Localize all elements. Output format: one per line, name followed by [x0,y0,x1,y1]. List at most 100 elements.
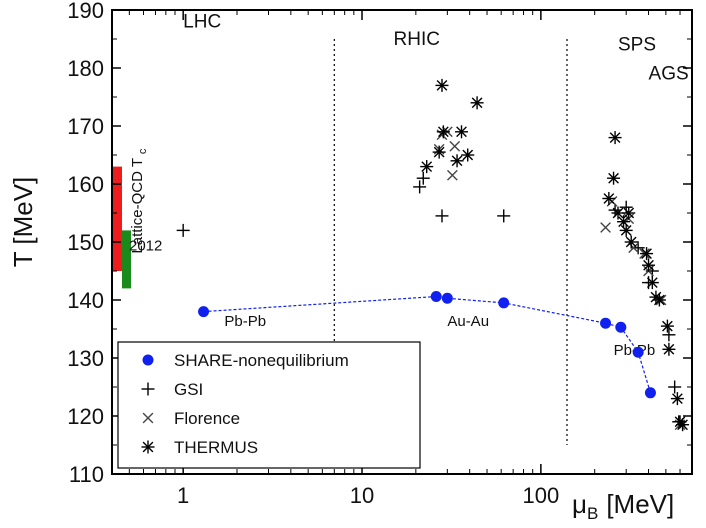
data-point [430,291,442,303]
data-point [413,180,427,194]
data-point-stroke [471,97,483,109]
data-point [652,293,666,307]
data-point [435,78,449,92]
legend-marker [141,440,155,454]
data-point [455,125,469,139]
x-axis-label: μB [MeV] [572,489,674,523]
data-point [498,297,510,309]
legend: SHARE-nonequilibrium GSI Florence THERMUS [117,341,421,469]
y-tick-label: 130 [67,346,104,371]
y-tick-label: 170 [67,114,104,139]
system-label: Pb-Pb [224,313,266,330]
data-point [628,242,639,254]
legend-marker-stroke [142,441,154,453]
data-point-stroke [612,207,624,219]
data-point-stroke [646,277,658,288]
region-label: SPS [618,35,656,56]
data-point [497,209,511,223]
data-point [619,200,633,214]
data-point [176,223,190,237]
data-point-stroke [603,193,615,204]
y-tick-label: 180 [67,56,104,81]
data-point [615,321,627,333]
lattice-2012-label: 2012 [129,238,162,255]
data-point [662,342,676,356]
data-point [198,306,210,318]
data-point [435,209,449,223]
y-tick-label: 140 [67,288,104,313]
data-point-stroke [609,132,621,143]
x-axis-label-unit: [MeV] [606,489,674,519]
data-point [676,418,690,432]
data-point [449,140,461,152]
data-point-stroke [643,259,654,271]
y-axis-label: T [MeV] [8,177,38,268]
data-point-stroke [608,172,619,184]
data-point-stroke [456,126,467,138]
region-label: LHC [183,11,221,32]
data-point [420,160,434,174]
data-point-stroke [462,149,474,161]
data-point-stroke [451,155,463,167]
series-share-nonequilibrium [198,291,656,399]
legend-marker-stroke [142,412,154,424]
data-point [660,319,674,333]
data-point [642,258,656,272]
y-tick-label: 120 [67,404,104,429]
data-point [670,392,684,406]
data-point [470,96,484,110]
data-point [622,206,636,220]
data-point [662,328,676,342]
lattice-qcd-label: Lattice-QCD T c [129,148,149,253]
data-point [632,346,644,358]
y-tick-label: 110 [69,462,104,487]
data-point-stroke [662,320,673,332]
data-point [600,317,612,329]
data-point [624,235,638,249]
data-point-stroke [672,393,683,404]
data-point [436,125,450,139]
data-point-stroke [421,161,433,172]
system-label: Au-Au [447,313,489,330]
legend-box [117,341,421,469]
region-label: AGS [649,64,689,85]
data-point [608,131,622,145]
data-point [602,192,616,205]
data-point-stroke [618,216,629,228]
data-point [644,387,656,399]
data-point [640,247,654,261]
lattice-qcd-subscript: c [137,148,149,154]
data-point [461,148,475,162]
data-point [611,206,625,220]
data-point [432,145,446,159]
data-point [645,276,659,290]
data-point-stroke [625,236,637,248]
lattice-band [122,230,131,289]
data-point [600,222,611,233]
data-point [450,154,464,168]
data-point [416,171,430,185]
data-point-stroke [437,126,449,138]
data-point-stroke [433,146,445,158]
x-tick-label: 1 [177,483,189,508]
data-point-stroke [628,242,639,254]
legend-label: GSI [174,380,203,399]
y-tick-label: 160 [67,172,104,197]
data-point-stroke [654,294,665,306]
data-point-stroke [446,169,458,181]
legend-label: Florence [174,409,240,428]
x-tick-label: 100 [522,483,559,508]
data-point-stroke [620,225,632,236]
legend-label: THERMUS [174,438,258,457]
data-point-stroke [677,419,688,431]
region-label: RHIC [394,29,440,50]
legend-marker [142,412,154,424]
data-point [668,380,682,394]
lattice-band [113,166,122,271]
series-thermus [420,78,690,432]
data-point [619,223,633,237]
data-point-stroke [663,343,675,355]
